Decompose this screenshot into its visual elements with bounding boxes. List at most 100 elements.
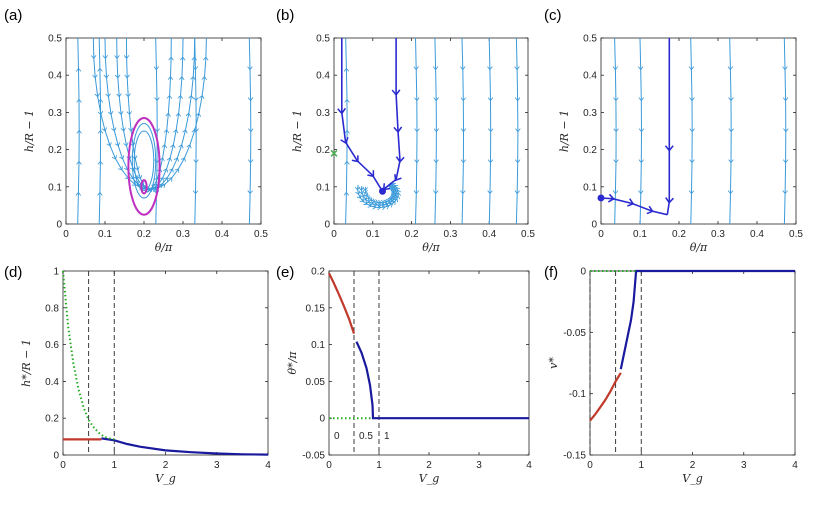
x-tick-label: 0.4 (750, 229, 764, 240)
y-axis-label: h*/R − 1 (20, 339, 33, 387)
streamline (413, 37, 420, 225)
streamline (727, 37, 734, 225)
y-tick-label: 0.5 (583, 34, 597, 45)
threshold-annotation: 0.5 (359, 431, 373, 442)
y-tick-label: 0.1 (583, 182, 597, 193)
x-tick-label: 4 (526, 460, 532, 471)
series-line (101, 437, 269, 456)
x-tick-label: 2 (163, 460, 169, 471)
x-tick-label: 0.4 (215, 229, 229, 240)
threshold-annotation: 0 (334, 431, 340, 442)
separatrix (381, 38, 405, 192)
x-tick-label: 0.5 (521, 229, 535, 240)
x-tick-label: 0 (63, 229, 69, 240)
x-tick-label: 3 (476, 460, 482, 471)
y-axis-label: h/R − 1 (558, 110, 571, 152)
x-axis-label: θ/π (690, 241, 708, 254)
y-tick-label: 0.2 (316, 145, 330, 156)
x-tick-label: 1 (376, 460, 382, 471)
y-tick-label: 0.4 (45, 377, 59, 388)
x-tick-label: 0.5 (254, 229, 268, 240)
x-axis-label: θ/π (155, 241, 173, 254)
streamline (460, 37, 467, 225)
y-tick-label: 0 (580, 267, 586, 278)
streamline (514, 37, 521, 225)
series-line (589, 372, 622, 422)
panel-c-streamplot: 0 0.1 0.2 0.3 0.4 0.5 0 0.1 0.2 0.3 0.4 0.5 θ/π h/R −… (558, 34, 803, 255)
panel-a-streamplot: 0 0.1 0.2 0.3 0.4 0.5 0 0.1 0.2 0.3 0.4 0.5 θ/π h/R −… (23, 34, 268, 255)
x-tick-label: 0.1 (98, 229, 112, 240)
y-tick-label: 0 (324, 220, 330, 231)
stable-fixed-point (379, 187, 386, 195)
x-tick-label: 0.1 (366, 229, 380, 240)
series-line (62, 270, 115, 441)
x-tick-label: 4 (265, 460, 271, 471)
streamline (247, 37, 254, 225)
axes-frame (589, 270, 796, 456)
y-tick-label: 0 (53, 451, 59, 462)
x-tick-label: 0 (60, 460, 66, 471)
x-tick-label: 3 (741, 460, 747, 471)
y-tick-label: 0.4 (316, 71, 330, 82)
x-tick-label: 0.5 (789, 229, 803, 240)
y-tick-label: 0.5 (316, 34, 330, 45)
streamline (343, 37, 350, 225)
y-tick-label: -0.1 (569, 389, 587, 400)
x-tick-label: 0.1 (633, 229, 647, 240)
y-tick-label: 0.3 (316, 108, 330, 119)
y-tick-label: 0 (591, 220, 597, 231)
x-tick-label: 0.3 (443, 229, 457, 240)
y-tick-label: 0 (319, 414, 325, 425)
y-tick-label: -0.15 (563, 451, 586, 462)
separatrix (664, 38, 674, 215)
separatrix (337, 38, 384, 192)
y-tick-label: 0.1 (311, 340, 325, 351)
y-tick-label: 0.1 (316, 182, 330, 193)
closed-streamline (131, 123, 157, 199)
x-tick-label: 0.2 (405, 229, 419, 240)
y-tick-label: 0.3 (48, 108, 62, 119)
streamline (102, 37, 197, 193)
x-tick-label: 1 (638, 460, 644, 471)
x-tick-label: 3 (214, 460, 220, 471)
x-tick-label: 0.3 (711, 229, 725, 240)
axes-frame (328, 270, 530, 456)
y-tick-label: -0.05 (563, 328, 586, 339)
x-tick-label: 0 (326, 460, 332, 471)
y-tick-label: 0.2 (48, 145, 62, 156)
y-tick-label: 0.5 (48, 34, 62, 45)
y-axis-label: h/R − 1 (291, 110, 304, 152)
y-tick-label: 0.8 (45, 303, 59, 314)
outer-closed-orbit (127, 116, 161, 216)
streamline (637, 37, 645, 225)
panel-label-e: (e) (276, 264, 294, 281)
x-tick-label: 0 (598, 229, 604, 240)
threshold-annotation: 1 (384, 431, 390, 442)
y-tick-label: 0 (56, 220, 62, 231)
x-tick-label: 2 (426, 460, 432, 471)
streamline (123, 37, 174, 193)
streamline (612, 37, 619, 225)
streamline (487, 37, 494, 225)
x-tick-label: 0.2 (137, 229, 151, 240)
streamline (688, 37, 695, 225)
streamline (75, 37, 82, 225)
y-tick-label: 0.6 (45, 340, 59, 351)
y-tick-label: -0.05 (302, 451, 325, 462)
y-axis-label: h/R − 1 (23, 110, 36, 152)
y-tick-label: 0.4 (48, 71, 62, 82)
x-tick-label: 0 (587, 460, 593, 471)
panel-label-c: (c) (544, 7, 562, 24)
x-tick-label: 0.2 (672, 229, 686, 240)
streamline (432, 37, 440, 225)
panel-f-line-chart: 0 1 2 3 4 -0.15 -0.1 -0.05 0 V_g v* (547, 267, 798, 486)
stable-fixed-point (597, 194, 605, 202)
streamline (362, 185, 397, 206)
closed-streamline (133, 130, 155, 192)
streamline (97, 37, 104, 225)
panel-d-line-chart: 0 1 2 3 4 0 0.2 0.4 0.6 0.8 1 V_g h*/R − 1 (20, 267, 271, 486)
y-tick-label: 0.05 (306, 377, 326, 388)
x-axis-label: θ/π (422, 241, 440, 254)
y-tick-label: 0.2 (583, 145, 597, 156)
